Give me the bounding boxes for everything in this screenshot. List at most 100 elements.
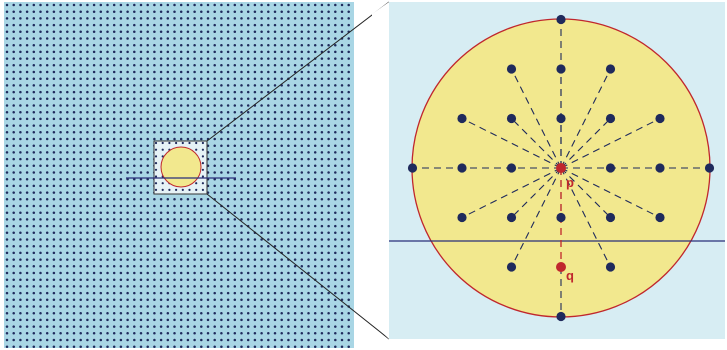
lattice-dot (347, 151, 350, 154)
lattice-dot (246, 338, 250, 342)
lattice-dot (39, 244, 42, 248)
lattice-dot (146, 271, 149, 275)
lattice-dot (267, 117, 270, 121)
lattice-dot (206, 70, 210, 74)
lattice-dot (12, 77, 15, 80)
lattice-dot (19, 70, 22, 74)
lattice-dot (32, 43, 36, 47)
lattice-dot (267, 137, 270, 141)
lattice-dot (233, 204, 237, 208)
lattice-dot (12, 231, 15, 235)
lattice-dot (5, 17, 9, 20)
lattice-dot (260, 17, 263, 20)
lattice-dot (106, 144, 109, 147)
neighbor-dots (407, 14, 715, 322)
lattice-dot (253, 345, 257, 348)
lattice-dot (179, 110, 183, 114)
lattice-dot (126, 90, 129, 94)
lattice-dot (253, 164, 257, 168)
lattice-dot (334, 251, 337, 255)
lattice-dot (320, 131, 324, 134)
lattice-dot (220, 144, 223, 147)
lattice-dot (307, 332, 310, 335)
lattice-dot (86, 84, 89, 87)
lattice-dot (133, 224, 136, 228)
lattice-dot (240, 144, 243, 147)
lattice-dot (153, 291, 156, 295)
lattice-dot (186, 117, 190, 121)
lattice-dot (39, 251, 42, 255)
lattice-dot (220, 131, 223, 134)
lattice-dot (161, 182, 164, 185)
lattice-dot (19, 291, 22, 295)
lattice-dot (99, 231, 103, 235)
lattice-dot (233, 124, 237, 127)
lattice-dot (59, 144, 62, 147)
lattice-dot (327, 171, 330, 174)
lattice-dot (25, 198, 29, 201)
lattice-dot (59, 131, 62, 134)
lattice-dot (246, 110, 250, 114)
lattice-dot (206, 50, 210, 54)
lattice-dot (106, 218, 109, 221)
lattice-dot (39, 17, 42, 20)
lattice-dot (246, 70, 250, 74)
lattice-dot (72, 151, 76, 154)
lattice-dot (293, 291, 297, 295)
lattice-dot (12, 43, 15, 47)
lattice-dot (146, 325, 149, 328)
lattice-dot (246, 57, 250, 60)
lattice-dot (92, 3, 96, 7)
lattice-dot (293, 164, 297, 168)
lattice-dot (19, 10, 22, 13)
lattice-dot (72, 238, 76, 241)
lattice-dot (25, 318, 29, 322)
lattice-dot (213, 137, 216, 141)
lattice-dot (45, 345, 49, 348)
lattice-dot (287, 285, 290, 288)
lattice-dot (12, 84, 15, 87)
lattice-dot (166, 318, 170, 322)
lattice-dot (99, 291, 103, 295)
lattice-dot (19, 278, 22, 281)
lattice-dot (226, 231, 230, 235)
lattice-dot (112, 177, 116, 181)
lattice-dot (334, 117, 337, 121)
lattice-dot (52, 23, 56, 27)
lattice-dot (313, 97, 317, 101)
lattice-dot (146, 291, 149, 295)
lattice-dot (193, 10, 196, 13)
lattice-dot (86, 238, 89, 241)
lattice-dot (133, 104, 136, 107)
lattice-dot (166, 64, 170, 67)
lattice-dot (153, 104, 156, 107)
lattice-dot (159, 57, 163, 60)
lattice-dot (39, 265, 42, 268)
lattice-dot (201, 155, 204, 158)
lattice-dot (92, 224, 96, 228)
lattice-dot (287, 332, 290, 335)
lattice-dot (99, 17, 103, 20)
lattice-dot (153, 30, 156, 34)
lattice-dot (139, 157, 143, 161)
lattice-dot (273, 10, 277, 13)
lattice-dot (146, 30, 149, 34)
lattice-dot (45, 271, 49, 275)
lattice-dot (320, 224, 324, 228)
lattice-dot (206, 318, 210, 322)
lattice-dot (59, 57, 62, 60)
lattice-dot (320, 57, 324, 60)
lattice-dot (32, 110, 36, 114)
lattice-dot (334, 338, 337, 342)
lattice-dot (179, 30, 183, 34)
lattice-dot (193, 104, 196, 107)
lattice-dot (201, 162, 204, 165)
lattice-dot (72, 211, 76, 214)
lattice-dot (92, 298, 96, 302)
lattice-dot (86, 211, 89, 214)
lattice-dot (280, 311, 283, 315)
lattice-dot (293, 285, 297, 288)
lattice-dot (126, 218, 129, 221)
lattice-dot (59, 285, 62, 288)
lattice-dot (45, 204, 49, 208)
